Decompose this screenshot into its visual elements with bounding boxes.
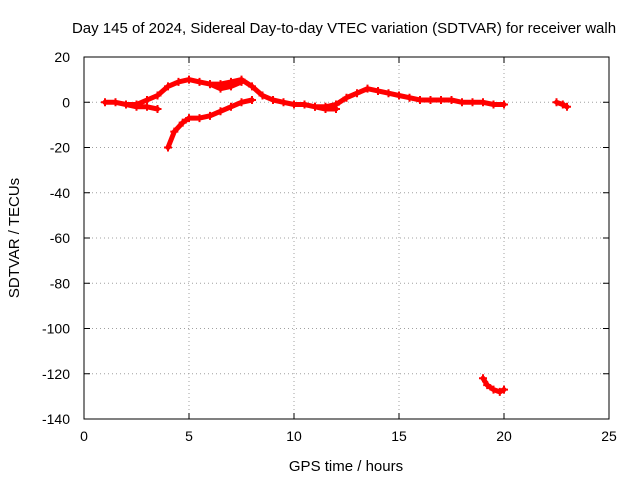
data-point bbox=[178, 118, 187, 127]
series-segment-3 bbox=[206, 77, 246, 93]
data-point bbox=[269, 95, 277, 104]
data-point bbox=[558, 100, 567, 109]
y-tick-label: -20 bbox=[50, 140, 70, 156]
series-line bbox=[207, 79, 244, 92]
data-point bbox=[489, 100, 498, 109]
data-point bbox=[395, 91, 403, 100]
data-point bbox=[321, 105, 330, 114]
data-point bbox=[479, 98, 487, 107]
data-point bbox=[495, 387, 504, 396]
x-tick-label: 5 bbox=[185, 428, 193, 444]
y-tick-label: 0 bbox=[62, 94, 70, 110]
data-point bbox=[447, 95, 456, 104]
data-point bbox=[500, 100, 508, 109]
data-point bbox=[153, 105, 162, 114]
y-tick-label: -100 bbox=[42, 321, 70, 337]
data-point bbox=[248, 82, 256, 91]
data-point bbox=[122, 100, 130, 109]
data-point bbox=[437, 95, 445, 104]
y-tick-label: -60 bbox=[50, 230, 70, 246]
data-point bbox=[384, 89, 393, 98]
series-segment-2 bbox=[122, 100, 162, 114]
data-point bbox=[374, 86, 382, 95]
y-tick-label: -140 bbox=[42, 411, 70, 427]
grid-layer bbox=[84, 57, 609, 419]
data-point bbox=[416, 95, 424, 104]
data-point bbox=[216, 84, 225, 93]
y-tick-label: 20 bbox=[54, 49, 70, 65]
data-point bbox=[458, 98, 466, 107]
data-point bbox=[332, 105, 340, 114]
data-point bbox=[300, 100, 309, 109]
data-point bbox=[216, 107, 225, 116]
data-point bbox=[290, 100, 298, 109]
data-point bbox=[500, 385, 508, 394]
data-point bbox=[195, 77, 204, 86]
x-axis-label: GPS time / hours bbox=[289, 458, 403, 475]
series-line bbox=[165, 97, 255, 150]
series-segment-1 bbox=[101, 75, 508, 111]
data-point bbox=[279, 98, 288, 107]
series-line bbox=[123, 102, 160, 112]
y-axis-label: SDTVAR / TECUs bbox=[6, 178, 23, 298]
data-point bbox=[483, 381, 492, 390]
data-point bbox=[426, 95, 435, 104]
x-tick-label: 10 bbox=[286, 428, 302, 444]
data-point bbox=[237, 77, 246, 86]
data-point bbox=[489, 385, 498, 394]
data-point bbox=[248, 95, 256, 104]
data-point bbox=[258, 91, 267, 100]
data-point bbox=[132, 102, 141, 111]
x-tick-label: 20 bbox=[496, 428, 512, 444]
data-point bbox=[164, 82, 172, 91]
data-point bbox=[164, 143, 172, 152]
data-point bbox=[185, 114, 193, 123]
data-point bbox=[227, 82, 235, 91]
data-point bbox=[342, 93, 351, 102]
data-point bbox=[206, 111, 214, 120]
data-point bbox=[552, 98, 561, 107]
x-tick-label: 15 bbox=[391, 428, 407, 444]
data-point bbox=[206, 80, 214, 89]
series-layer bbox=[101, 75, 571, 396]
data-point bbox=[143, 102, 151, 111]
data-point bbox=[143, 95, 151, 104]
data-point bbox=[405, 93, 414, 102]
data-point bbox=[353, 89, 361, 98]
x-tick-label: 25 bbox=[601, 428, 617, 444]
chart-title: Day 145 of 2024, Sidereal Day-to-day VTE… bbox=[72, 20, 616, 37]
series-segment-6 bbox=[479, 374, 508, 396]
y-tick-label: -80 bbox=[50, 275, 70, 291]
series-segment-7 bbox=[552, 98, 571, 111]
data-point bbox=[153, 91, 162, 100]
plot-frame bbox=[83, 56, 610, 420]
data-point bbox=[185, 75, 193, 84]
data-point bbox=[563, 102, 571, 111]
data-point bbox=[468, 98, 477, 107]
x-tick-label: 0 bbox=[80, 428, 88, 444]
series-segment-4 bbox=[311, 102, 340, 114]
data-point bbox=[227, 102, 235, 111]
data-point bbox=[101, 98, 109, 107]
y-tick-label: -120 bbox=[42, 366, 70, 382]
data-point bbox=[111, 98, 120, 107]
data-point bbox=[195, 114, 204, 123]
data-point bbox=[174, 77, 183, 86]
data-point bbox=[479, 374, 487, 383]
data-point bbox=[363, 84, 372, 93]
series-segment-5 bbox=[164, 95, 256, 152]
data-point bbox=[170, 127, 179, 136]
tick-layer: 0 5 10 15 20 25 20 0 -20 -40 -60 -80 -100 -120 -140 bbox=[42, 49, 617, 444]
data-point bbox=[311, 102, 319, 111]
y-tick-label: -40 bbox=[50, 185, 70, 201]
data-point bbox=[237, 98, 246, 107]
